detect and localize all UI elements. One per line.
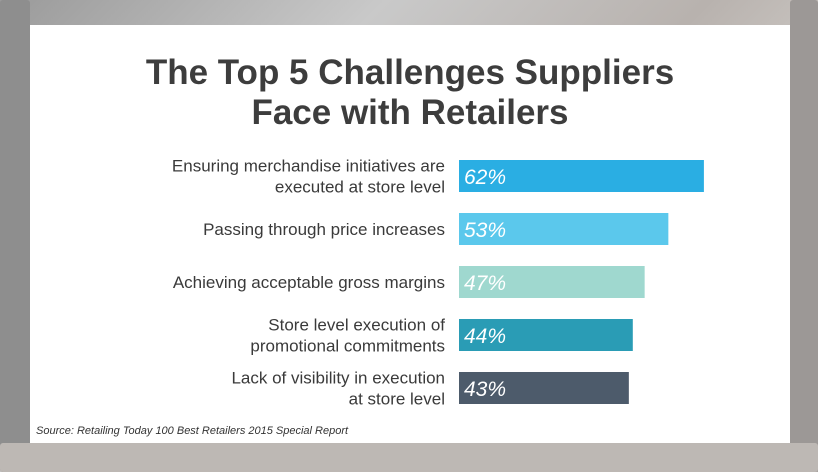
source-note: Source: Retailing Today 100 Best Retaile… (36, 425, 349, 437)
bar-3 (459, 266, 645, 298)
category-label-3-line-1: Achieving acceptable gross margins (173, 273, 445, 292)
bar-value-label-2: 53% (464, 219, 506, 242)
bar-2 (459, 213, 669, 245)
category-label-5-line-2: at store level (349, 390, 445, 409)
chart-card: The Top 5 Challenges Suppliers Face with… (30, 25, 790, 443)
bar-5 (459, 372, 629, 404)
bar-1 (459, 160, 704, 192)
bar-value-label-1: 62% (464, 166, 506, 189)
bar-value-label-4: 44% (464, 325, 506, 348)
bar-value-label-5: 43% (464, 378, 506, 401)
background-shelf-left (0, 0, 30, 472)
category-label-5-line-1: Lack of visibility in execution (231, 369, 445, 388)
category-label-1-line-2: executed at store level (275, 178, 445, 197)
background-shelf-bottom (0, 443, 818, 472)
category-label-4-line-2: promotional commitments (250, 337, 445, 356)
background-shelf-right (790, 0, 818, 472)
category-label-1-line-1: Ensuring merchandise initiatives are (172, 157, 445, 176)
bar-value-label-3: 47% (464, 272, 506, 295)
bar-4 (459, 319, 633, 351)
chart-title: The Top 5 Challenges Suppliers Face with… (30, 53, 790, 133)
category-label-4-line-1: Store level execution of (268, 316, 445, 335)
chart-title-line-1: The Top 5 Challenges Suppliers (145, 53, 675, 92)
category-label-2-line-1: Passing through price increases (203, 220, 445, 239)
chart-title-line-2: Face with Retailers (251, 93, 569, 132)
bar-chart: 62% Ensuring merchandise initiatives are e… (172, 157, 704, 409)
